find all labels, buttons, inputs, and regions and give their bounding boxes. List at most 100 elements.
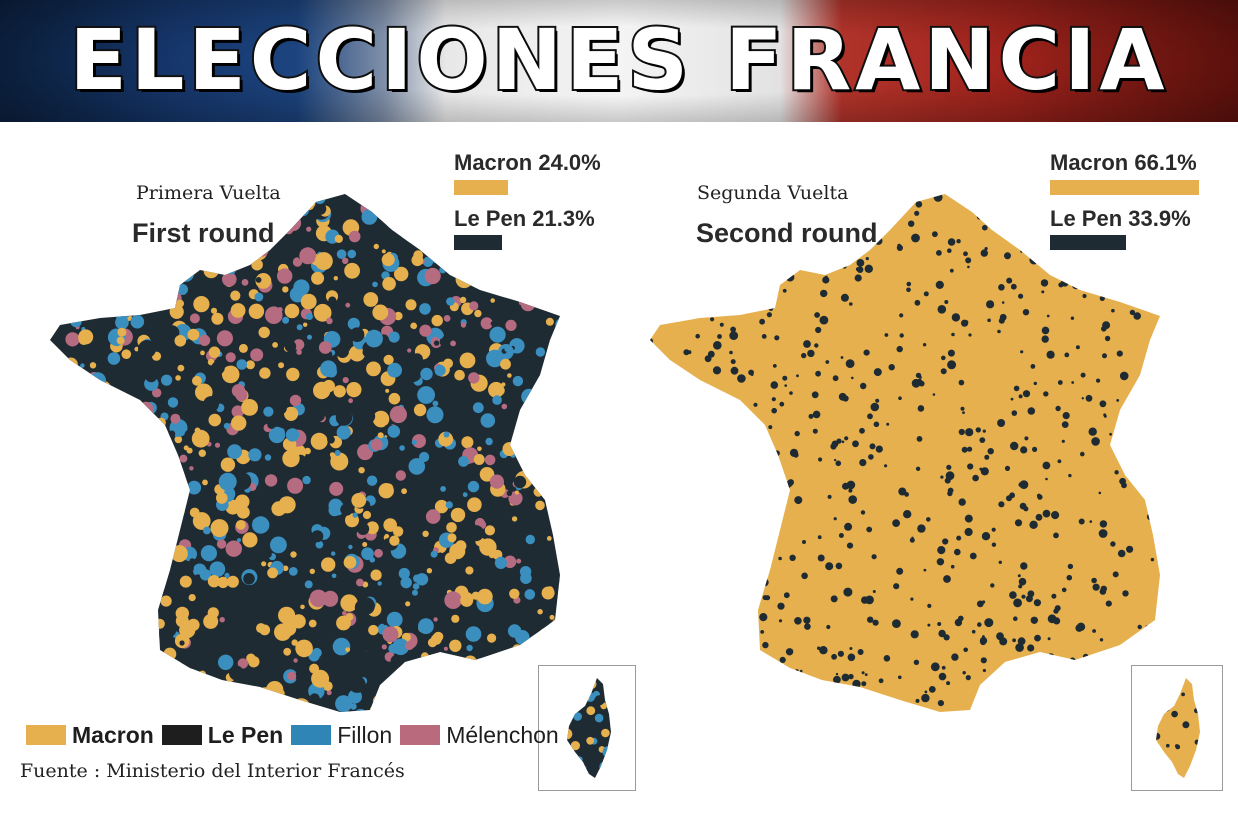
first-round-commune-area [20,697,33,710]
second-round-commune-area [984,618,994,628]
second-round-commune-area [639,200,642,203]
second-round-commune-area [1184,407,1191,414]
first-round-commune-area [34,336,48,350]
first-round-commune-area [566,645,580,659]
second-round-commune-area [1128,639,1137,647]
first-round-commune-area [93,225,108,241]
first-round-commune-area [511,516,518,522]
first-round-commune-area [68,381,73,386]
first-round-commune-area [99,516,107,523]
second-round-commune-area [1174,566,1178,570]
second-round-commune-area [949,268,954,273]
first-round-commune-area [427,638,438,648]
first-round-commune-area [40,222,50,232]
first-round-commune-area [374,194,393,207]
first-round-commune-area [50,607,53,625]
second-round-commune-area [958,615,964,622]
first-round-map [0,194,597,720]
first-round-commune-area [230,257,243,269]
second-round-commune-area [792,220,800,228]
first-round-commune-area [372,694,387,709]
first-round-commune-area [50,265,58,276]
first-round-commune-area [111,669,127,684]
second-round-commune-area [680,446,684,450]
first-round-corsica-commune-area [547,686,557,696]
first-round-commune-area [225,264,237,275]
first-round-commune-area [299,247,317,265]
first-round-commune-area [378,483,394,499]
second-round-commune-area [874,236,883,245]
second-round-commune-area [1198,213,1203,218]
second-round-commune-area [650,588,651,592]
first-round-commune-area [495,713,509,720]
first-round-commune-area [0,202,11,216]
first-round-commune-area [480,413,496,428]
first-round-commune-area [164,217,182,235]
first-round-commune-area [315,540,324,549]
first-round-commune-area [556,646,560,655]
first-round-commune-area [350,703,357,710]
first-round-commune-area [424,234,441,251]
first-round-commune-area [91,547,105,561]
second-round-commune-area [980,249,988,257]
first-round-commune-area [93,393,112,411]
first-round-commune-area [134,555,140,561]
first-round-commune-area [26,524,33,531]
second-round-commune-area [1004,252,1011,260]
second-round-commune-area [1080,372,1086,378]
second-round-commune-area [713,341,722,350]
second-round-commune-area [695,472,702,480]
first-round-commune-area [152,426,158,432]
second-round-commune-area [964,527,973,537]
first-round-commune-area [164,525,171,531]
second-round-commune-area [1020,250,1023,253]
first-round-commune-area [107,478,119,489]
first-round-commune-area [296,349,302,355]
first-round-commune-area [580,309,597,326]
second-round-commune-area [737,702,745,710]
first-round-commune-area [89,586,103,599]
first-round-commune-area [74,532,91,548]
second-round-commune-area [1099,638,1104,642]
first-round-commune-area [348,689,362,704]
second-round-commune-area [1128,293,1132,297]
first-round-commune-area [507,671,523,687]
first-round-commune-area [231,415,247,431]
second-round-macron-bar [1050,180,1199,195]
second-round-commune-area [787,700,791,704]
second-round-commune-area [1116,399,1120,402]
second-round-commune-area [1041,335,1049,343]
second-round-commune-area [982,429,986,433]
first-round-commune-area [381,253,395,267]
first-round-corsica-commune-area [610,721,611,732]
first-round-commune-area [506,490,513,496]
second-round-corsica-commune-area [1192,775,1196,778]
second-round-commune-area [693,479,697,483]
first-round-commune-area [117,590,125,598]
first-round-commune-area [226,199,242,214]
first-round-commune-area [449,224,464,239]
second-round-commune-area [1084,692,1091,699]
first-round-commune-area [91,413,108,430]
second-round-commune-area [1114,470,1119,475]
second-round-commune-area [630,618,634,622]
second-round-commune-area [834,256,842,264]
second-round-commune-area [808,704,815,710]
first-round-title-en: First round [132,218,275,248]
second-round-commune-area [1147,420,1154,427]
first-round-commune-area [308,619,317,628]
first-round-commune-area [24,591,36,603]
second-round-commune-area [785,484,790,490]
second-round-commune-area [865,257,869,261]
second-round-commune-area [812,700,818,706]
first-round-commune-area [405,299,417,311]
second-round-commune-area [620,241,624,245]
first-round-commune-area [92,394,103,405]
second-round-commune-area [1033,251,1037,255]
first-round-commune-area [247,248,253,253]
first-round-commune-area [218,654,234,670]
first-round-commune-area [13,277,24,288]
second-round-commune-area [1191,512,1199,520]
second-round-commune-area [812,428,818,434]
first-round-commune-area [39,564,48,573]
